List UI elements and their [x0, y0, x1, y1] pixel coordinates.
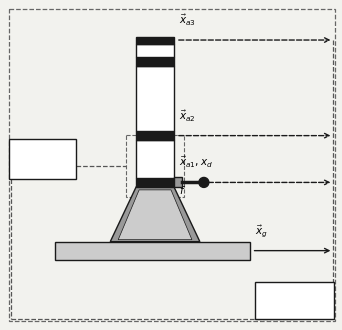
Bar: [136, 131, 174, 140]
Bar: [136, 66, 174, 131]
Bar: [136, 140, 174, 178]
Bar: [136, 37, 174, 44]
Bar: [136, 44, 174, 57]
Text: $\vec{x}_g$: $\vec{x}_g$: [255, 223, 267, 239]
Polygon shape: [110, 187, 200, 242]
Bar: [174, 178, 182, 187]
Bar: [55, 242, 250, 260]
Text: $\vec{x}_{a3}$: $\vec{x}_{a3}$: [179, 13, 196, 28]
Bar: [136, 178, 174, 187]
Bar: [126, 135, 184, 197]
Bar: [255, 281, 334, 319]
Polygon shape: [118, 190, 192, 240]
Text: $f$: $f$: [179, 184, 186, 196]
Bar: [9, 139, 76, 179]
Text: Control
Computer: Control Computer: [265, 290, 324, 311]
Text: $\vec{x}_{a2}$: $\vec{x}_{a2}$: [179, 108, 196, 124]
Circle shape: [199, 178, 209, 187]
Text: $\vec{x}_{a1}, x_d$: $\vec{x}_{a1}, x_d$: [179, 155, 213, 171]
Bar: [136, 57, 174, 66]
Text: Current
Driver: Current Driver: [20, 148, 65, 170]
